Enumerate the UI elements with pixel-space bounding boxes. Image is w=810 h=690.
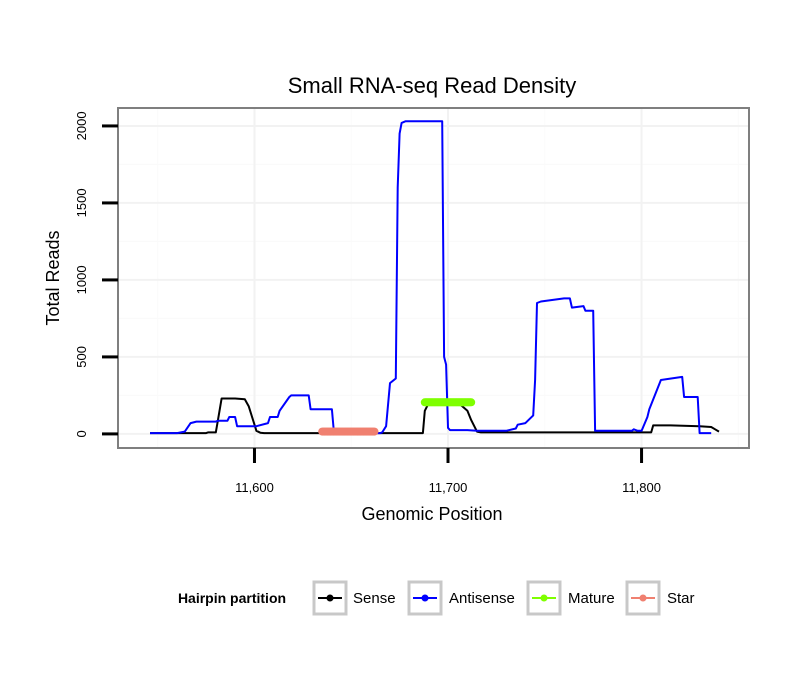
series-point-mature — [467, 398, 476, 407]
series-line-antisense — [150, 120, 712, 435]
legend-label-sense: Sense — [353, 590, 396, 607]
legend-item-star: Star — [625, 580, 695, 616]
series-point-star — [370, 427, 379, 436]
legend-label-antisense: Antisense — [449, 590, 515, 607]
legend-point-sense — [326, 594, 334, 602]
series-line-sense — [150, 397, 720, 435]
legend: Hairpin partition Sense Antisense Mature… — [178, 580, 695, 616]
y-tick-label: 500 — [74, 346, 89, 368]
legend-point-star — [639, 594, 647, 602]
y-tick-label: 1500 — [74, 188, 89, 217]
legend-label-mature: Mature — [568, 590, 615, 607]
legend-label-star: Star — [667, 590, 695, 607]
legend-item-mature: Mature — [526, 580, 615, 616]
series-points-mature — [420, 398, 476, 407]
x-tick-label: 11,700 — [429, 480, 468, 495]
y-tick-label: 1000 — [74, 265, 89, 294]
x-axis-title: Genomic Position — [361, 504, 502, 524]
legend-item-sense: Sense — [312, 580, 396, 616]
legend-title: Hairpin partition — [178, 590, 286, 606]
x-tick-label: 11,800 — [622, 480, 661, 495]
series-points-star — [318, 427, 379, 436]
axes: 11,600 11,700 11,800 0 500 1000 1500 2000 — [74, 111, 661, 495]
series-layer — [150, 120, 720, 436]
gridlines — [119, 109, 748, 447]
chart-title: Small RNA-seq Read Density — [288, 73, 577, 98]
x-tick-label: 11,600 — [235, 480, 274, 495]
y-axis-title: Total Reads — [43, 230, 63, 325]
y-tick-label: 0 — [74, 430, 89, 437]
legend-item-antisense: Antisense — [407, 580, 515, 616]
legend-point-antisense — [421, 594, 429, 602]
y-tick-label: 2000 — [74, 111, 89, 140]
legend-point-mature — [540, 594, 548, 602]
